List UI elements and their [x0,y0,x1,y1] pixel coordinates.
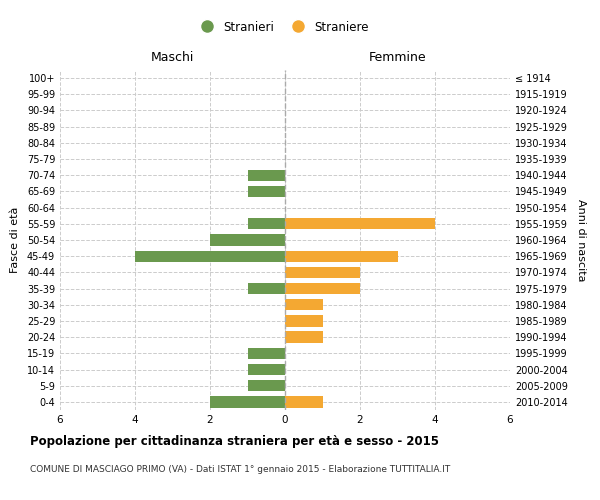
Text: Maschi: Maschi [151,52,194,64]
Bar [248,218,285,230]
Bar [248,348,285,359]
Bar [248,170,285,181]
Legend: Stranieri, Straniere: Stranieri, Straniere [190,16,374,38]
Bar [285,283,360,294]
Y-axis label: Anni di nascita: Anni di nascita [576,198,586,281]
Text: COMUNE DI MASCIAGO PRIMO (VA) - Dati ISTAT 1° gennaio 2015 - Elaborazione TUTTIT: COMUNE DI MASCIAGO PRIMO (VA) - Dati IST… [30,465,450,474]
Bar [285,250,398,262]
Bar [248,364,285,375]
Text: Popolazione per cittadinanza straniera per età e sesso - 2015: Popolazione per cittadinanza straniera p… [30,435,439,448]
Bar [248,380,285,392]
Bar [210,396,285,407]
Bar [285,299,323,310]
Bar [285,332,323,343]
Bar [285,316,323,326]
Bar [285,218,435,230]
Bar [248,186,285,197]
Bar [285,266,360,278]
Bar [135,250,285,262]
Text: Femmine: Femmine [368,52,427,64]
Bar [285,396,323,407]
Bar [210,234,285,246]
Bar [248,283,285,294]
Y-axis label: Fasce di età: Fasce di età [10,207,20,273]
